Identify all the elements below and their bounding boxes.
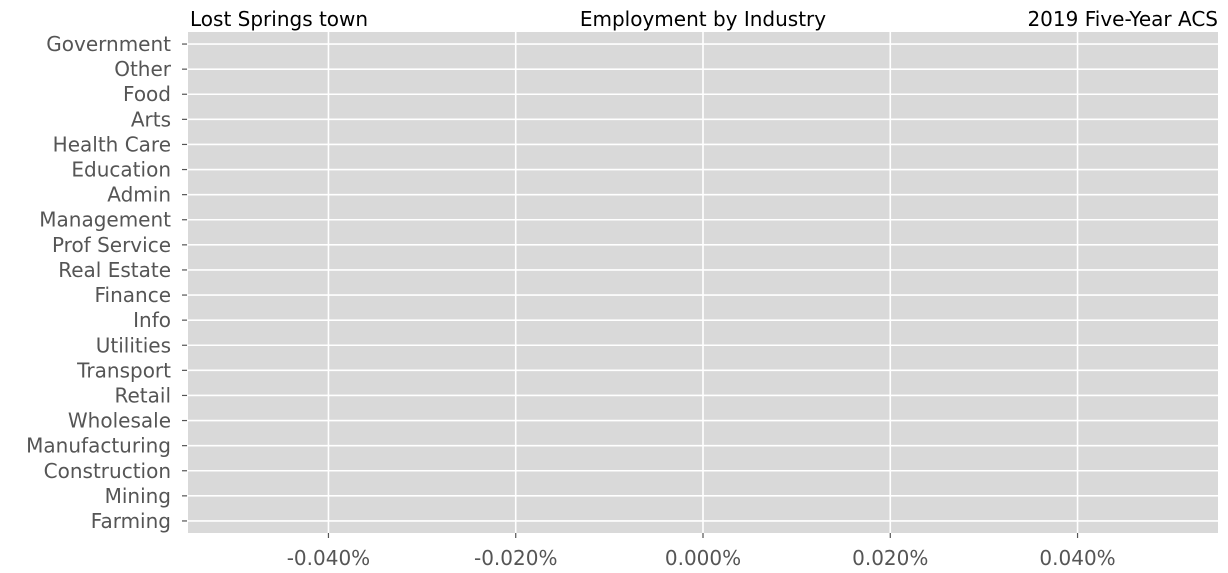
chart-title: Employment by Industry	[580, 7, 826, 31]
y-tick-label: Real Estate	[58, 258, 171, 282]
y-tick-label: Food	[123, 82, 171, 106]
y-tick-label: Government	[46, 32, 171, 56]
chart-left-title: Lost Springs town	[190, 7, 368, 31]
y-tick-label: Wholesale	[68, 409, 171, 433]
y-tick-label: Info	[133, 308, 171, 332]
y-tick-label: Other	[114, 57, 172, 81]
y-tick-label: Health Care	[53, 132, 171, 156]
y-gridlines	[188, 43, 1218, 522]
y-axis: FarmingMiningConstructionManufacturingWh…	[26, 32, 187, 533]
y-tick-label: Construction	[44, 459, 171, 483]
x-tick-label: -0.040%	[287, 546, 370, 570]
y-tick-label: Admin	[107, 183, 171, 207]
x-tick-label: 0.040%	[1039, 546, 1115, 570]
y-tick-label: Farming	[91, 509, 171, 533]
y-tick-label: Management	[39, 208, 171, 232]
chart-right-title: 2019 Five-Year ACS	[1027, 7, 1218, 31]
y-tick-label: Transport	[76, 358, 171, 382]
y-tick-label: Prof Service	[52, 233, 171, 257]
y-tick-label: Manufacturing	[26, 434, 171, 458]
y-tick-label: Education	[71, 158, 171, 182]
y-tick-label: Retail	[114, 383, 171, 407]
x-axis: -0.040% -0.020% 0.000% 0.020% 0.040%	[287, 533, 1116, 570]
y-tick-label: Mining	[105, 484, 171, 508]
x-gridlines	[327, 32, 1079, 533]
x-tick-label: 0.020%	[852, 546, 928, 570]
y-tick-label: Utilities	[96, 333, 171, 357]
y-tick-label: Arts	[131, 107, 171, 131]
x-tick-label: 0.000%	[665, 546, 741, 570]
x-tick-label: -0.020%	[474, 546, 557, 570]
y-tick-label: Finance	[94, 283, 171, 307]
